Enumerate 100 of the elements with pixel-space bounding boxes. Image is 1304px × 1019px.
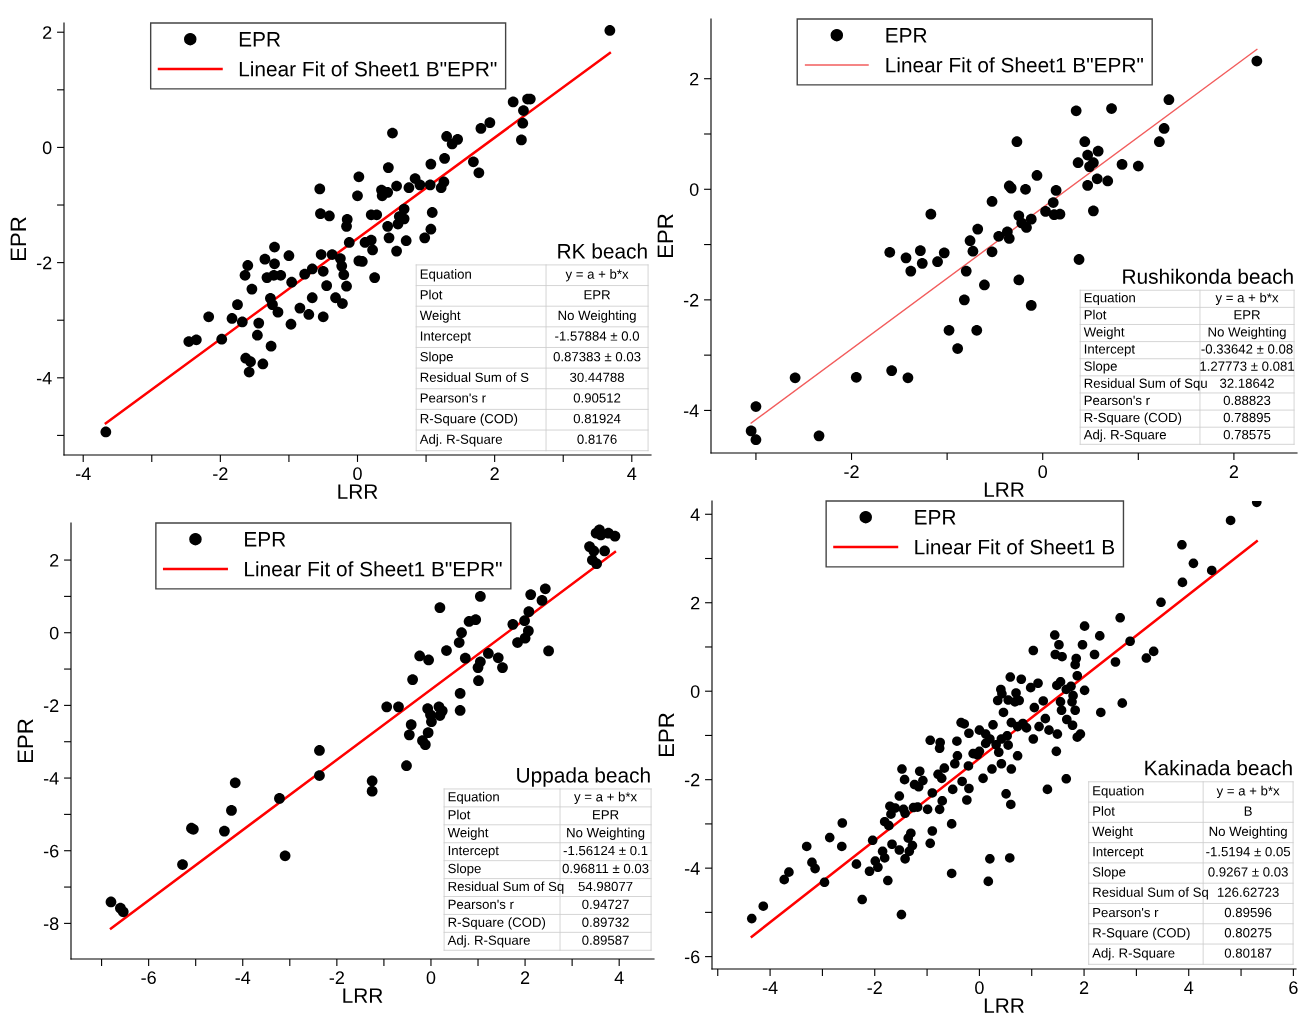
y-tick-label: -4 (684, 862, 700, 875)
annotation: 30.44788 (570, 372, 624, 382)
legend-label: Linear Fit of Sheet1 B (915, 539, 1115, 555)
annotation: Rushikonda beach (1123, 268, 1293, 284)
y-tick-label: -4 (43, 772, 59, 785)
annotation: Adj. R-Square (419, 434, 503, 447)
y-tick-label: -2 (683, 293, 699, 307)
annotation: Pearson's r (448, 899, 514, 910)
x-axis-title: LRR (984, 482, 1024, 497)
annotation: RK beach (558, 243, 647, 259)
x-tick-label: 2 (520, 971, 530, 984)
annotation: Equation (420, 269, 471, 282)
annotation: 54.98077 (578, 881, 633, 892)
annotation: No Weighting (558, 310, 636, 323)
annotation: Residual Sum of S (420, 372, 529, 382)
annotation: Intercept (448, 846, 499, 858)
y-tick-label: -2 (684, 773, 700, 787)
annotation: Pearson's r (420, 393, 486, 403)
annotation: Residual Sum of Squ (1084, 378, 1207, 391)
annotation: 0.80187 (1224, 948, 1272, 958)
annotation: Plot (1093, 806, 1115, 816)
annotation: 32.18642 (1220, 378, 1274, 388)
annotation: -1.5194 ± 0.05 (1206, 846, 1291, 857)
x-axis-title: LRR (343, 988, 383, 1003)
annotation: R-Square (COD) (1093, 927, 1190, 941)
x-axis-title: LRR (338, 484, 378, 499)
y-tick-label: 2 (43, 26, 52, 39)
annotation: EPR (593, 810, 619, 820)
annotation: 0.89596 (1224, 907, 1272, 918)
x-tick-label: 2 (1079, 981, 1089, 994)
legend-label: Linear Fit of Sheet1 B"EPR" (239, 61, 497, 77)
y-axis-title: EPR (658, 713, 674, 757)
annotation: Intercept (420, 331, 471, 344)
annotation: 0.81924 (573, 413, 621, 424)
annotation: 0.89732 (582, 917, 629, 927)
x-tick-label: 6 (1289, 981, 1298, 995)
annotation: Slope (420, 351, 453, 364)
annotation: Residual Sum of Sq (1093, 887, 1208, 900)
annotation: Weight (419, 310, 461, 323)
y-tick-label: -8 (43, 917, 59, 931)
y-tick-label: -4 (683, 404, 699, 417)
annotation: 0.80275 (1224, 928, 1272, 938)
annotation: 1.27773 ± 0.081 (1200, 361, 1295, 371)
annotation: 0.88823 (1223, 395, 1271, 406)
legend-label: EPR (915, 510, 956, 525)
annotation: Weight (447, 827, 489, 840)
annotation: 0.8176 (577, 434, 617, 444)
annotation: y = a + b*x (565, 269, 629, 282)
annotation: Slope (1092, 866, 1126, 880)
annotation: Plot (420, 289, 443, 300)
annotation: R-Square (COD) (448, 917, 546, 930)
x-tick-label: 0 (1038, 465, 1048, 479)
annotation: -0.33642 ± 0.08 (1201, 344, 1293, 354)
x-tick-label: -2 (213, 467, 228, 480)
annotation: 0.96811 ± 0.03 (562, 863, 649, 874)
annotation: Intercept (1084, 344, 1135, 357)
annotation: 0.90512 (573, 393, 621, 403)
annotation: y = a + b*x (574, 791, 637, 805)
annotation: EPR (1234, 310, 1260, 320)
y-tick-label: 2 (50, 553, 59, 567)
annotation: y = a + b*x (1216, 785, 1280, 799)
annotation: 0.87383 ± 0.03 (553, 352, 641, 362)
x-tick-label: -4 (235, 971, 251, 984)
legend-label: EPR (245, 532, 286, 547)
annotation: Intercept (1093, 847, 1144, 859)
annotation: Plot (448, 809, 471, 820)
legend-label: Linear Fit of Sheet1 B"EPR" (886, 57, 1143, 73)
annotation: Equation (448, 791, 499, 805)
annotation: y = a + b*x (1215, 292, 1279, 305)
y-tick-label: -2 (36, 256, 52, 270)
x-tick-label: -2 (844, 465, 859, 478)
annotation: R-Square (COD) (420, 413, 518, 426)
annotation: 0.9267 ± 0.03 (1208, 867, 1288, 877)
x-axis-title: LRR (984, 998, 1024, 1013)
x-tick-label: 0 (975, 981, 984, 995)
x-tick-label: 2 (1229, 465, 1239, 478)
annotation: 126.62723 (1217, 887, 1279, 897)
annotation: B (1244, 806, 1252, 816)
annotation: -1.56124 ± 0.1 (563, 845, 648, 856)
x-tick-label: -2 (329, 971, 344, 984)
annotation: Uppada beach (517, 767, 650, 787)
annotation: Weight (1083, 326, 1125, 340)
annotation: Slope (448, 863, 481, 876)
annotation: Slope (1084, 361, 1117, 374)
legend-label: EPR (239, 32, 281, 47)
annotation: Pearson's r (1084, 395, 1150, 406)
y-tick-label: 0 (49, 626, 59, 640)
y-tick-label: -4 (36, 371, 52, 385)
x-tick-label: 4 (1184, 981, 1194, 994)
y-axis-title: EPR (10, 217, 26, 261)
annotation: Equation (1093, 785, 1144, 799)
annotation: -1.57884 ± 0.0 (555, 331, 640, 341)
y-tick-label: 2 (690, 72, 699, 86)
annotation: R-Square (COD) (1084, 412, 1182, 425)
annotation: Kakinada beach (1145, 760, 1292, 776)
annotation: Pearson's r (1093, 907, 1159, 918)
x-tick-label: -4 (762, 981, 778, 994)
x-tick-label: 0 (353, 467, 362, 481)
annotation: Equation (1084, 292, 1135, 305)
annotation: 0.89587 (582, 935, 629, 945)
